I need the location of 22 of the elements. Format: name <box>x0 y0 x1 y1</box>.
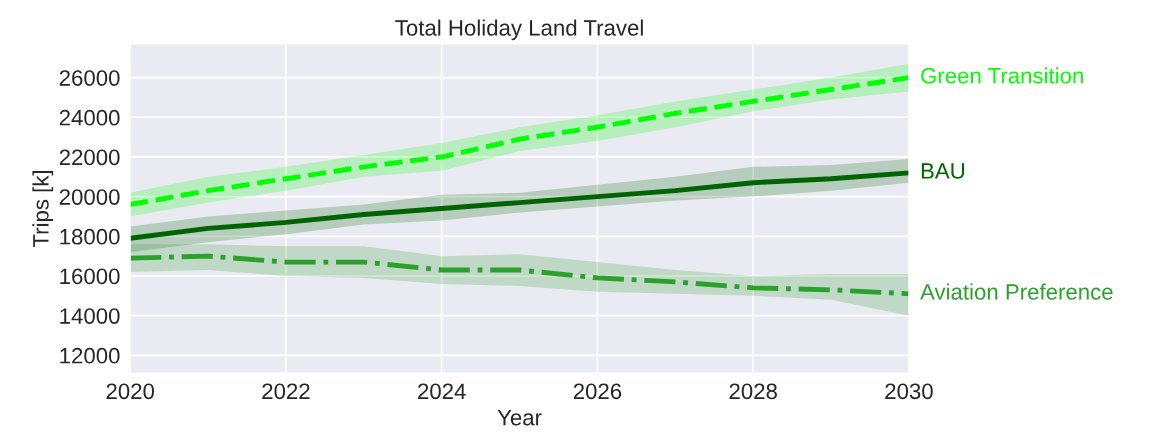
y-tick-label: 16000 <box>60 268 120 285</box>
y-tick-label: 18000 <box>60 228 120 245</box>
y-tick-label: 12000 <box>60 347 120 364</box>
x-tick-label: 2022 <box>262 383 310 400</box>
y-axis-title: Trips [k] <box>32 171 54 248</box>
line-series <box>130 253 909 297</box>
x-tick-label: 2020 <box>106 383 155 400</box>
x-tick-label: 2026 <box>573 383 622 400</box>
chart-title: Total Holiday Land Travel <box>395 19 643 41</box>
series-label: Green Transition <box>921 67 1083 84</box>
x-tick-label: 2030 <box>885 383 933 400</box>
x-tick-label: 2028 <box>729 383 777 400</box>
series-label: BAU <box>921 163 965 179</box>
x-tick-label: 2024 <box>418 383 466 400</box>
x-axis-title: Year <box>497 409 542 426</box>
y-tick-label: 20000 <box>59 189 120 205</box>
y-tick-label: 14000 <box>60 308 120 324</box>
y-tick-label: 24000 <box>59 109 120 126</box>
y-tick-label: 22000 <box>59 149 120 166</box>
line-series <box>130 170 909 241</box>
series-label: Aviation Preference <box>920 283 1113 300</box>
y-tick-label: 26000 <box>59 70 120 86</box>
